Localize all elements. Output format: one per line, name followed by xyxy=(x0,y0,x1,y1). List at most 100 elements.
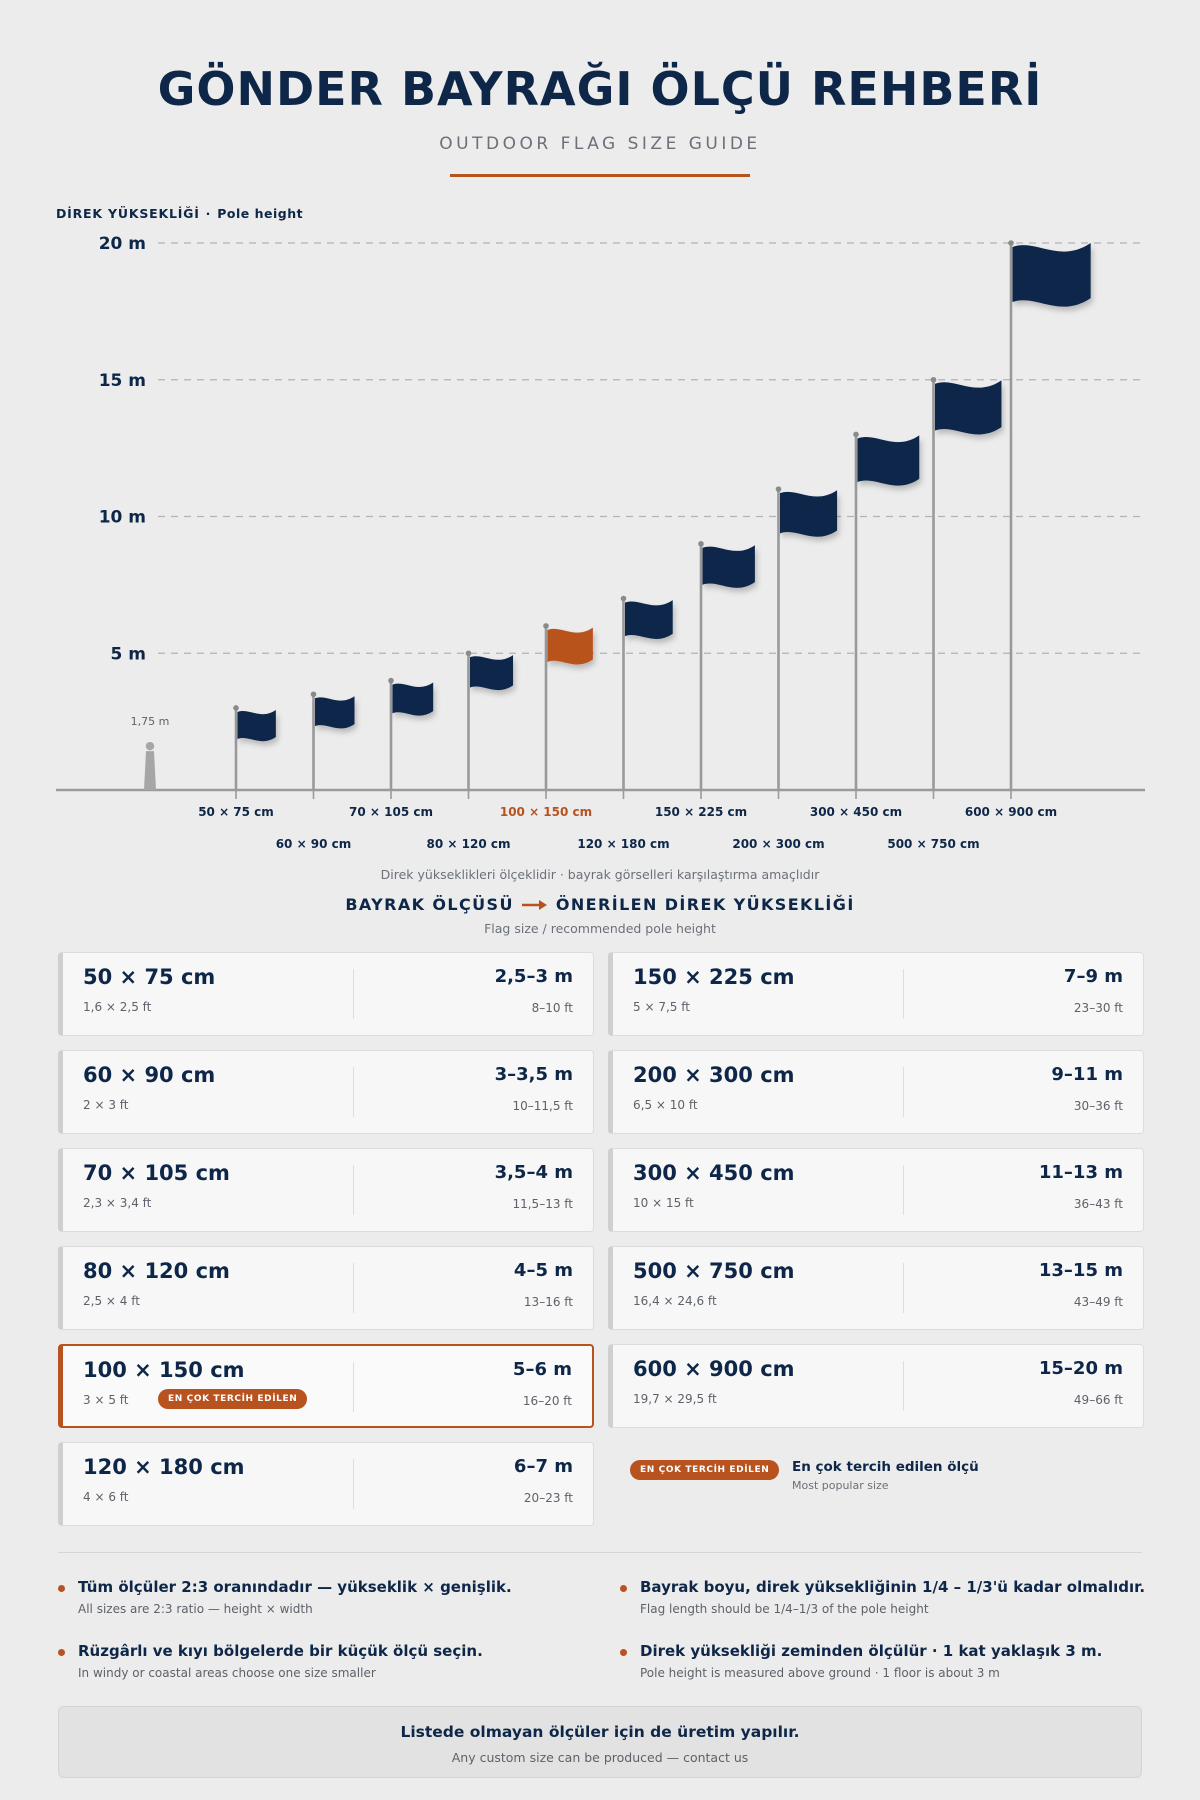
x-tick-label: 150 × 225 cm xyxy=(655,805,747,819)
size-card: 300 × 450 cm 10 × 15 ft 11–13 m 36–43 ft xyxy=(608,1148,1144,1232)
pole-finial xyxy=(620,595,627,602)
flag-size-ft: 2 × 3 ft xyxy=(83,1098,129,1112)
reference-height-label: 1,75 m xyxy=(131,715,170,728)
flag-size: 120 × 180 cm xyxy=(83,1455,245,1479)
flag xyxy=(315,696,355,729)
x-tick-label: 70 × 105 cm xyxy=(349,805,433,819)
note-subtext: Pole height is measured above ground · 1… xyxy=(640,1666,1000,1680)
flag-size-ft: 1,6 × 2,5 ft xyxy=(83,1000,152,1014)
arrow-right-icon xyxy=(521,896,548,915)
note-text: Bayrak boyu, direk yüksekliğinin 1/4 – 1… xyxy=(640,1578,1146,1596)
size-card: 70 × 105 cm 2,3 × 3,4 ft 3,5–4 m 11,5–13 ft xyxy=(58,1148,594,1232)
pole-height-ft: 43–49 ft xyxy=(1073,1295,1123,1309)
pole-height: 3,5–4 m xyxy=(494,1162,573,1183)
legend-text: En çok tercih edilen ölçü xyxy=(792,1459,979,1475)
custom-size-banner: Listede olmayan ölçüler için de üretim y… xyxy=(58,1706,1142,1778)
card-divider xyxy=(353,1459,354,1509)
title-accent-rule xyxy=(450,174,750,177)
y-axis-caption: DİREK YÜKSEKLİĞİ · Pole height xyxy=(56,206,304,221)
card-divider xyxy=(353,1165,354,1215)
size-card: 150 × 225 cm 5 × 7,5 ft 7–9 m 23–30 ft xyxy=(608,952,1144,1036)
x-tick-label: 50 × 75 cm xyxy=(198,805,274,819)
x-tick-label: 500 × 750 cm xyxy=(887,837,979,851)
size-card: 200 × 300 cm 6,5 × 10 ft 9–11 m 30–36 ft xyxy=(608,1050,1144,1134)
y-tick-label: 10 m xyxy=(99,508,146,528)
pole-height-ft: 49–66 ft xyxy=(1073,1393,1123,1407)
pole-finial xyxy=(698,541,704,547)
note-text: Rüzgârlı ve kıyı bölgelerde bir küçük öl… xyxy=(78,1642,483,1660)
flag-size: 500 × 750 cm xyxy=(633,1259,795,1283)
y-tick-label: 15 m xyxy=(99,371,146,391)
flag xyxy=(392,682,434,716)
size-card: 120 × 180 cm 4 × 6 ft 6–7 m 20–23 ft xyxy=(58,1442,594,1526)
pole-height: 3–3,5 m xyxy=(494,1064,573,1085)
flag-size-ft: 2,5 × 4 ft xyxy=(83,1294,140,1308)
card-divider xyxy=(903,1361,904,1411)
note-subtext: All sizes are 2:3 ratio — height × width xyxy=(78,1602,313,1616)
pole-finial xyxy=(1008,240,1014,246)
pole-height: 4–5 m xyxy=(513,1260,573,1281)
flag-size: 50 × 75 cm xyxy=(83,965,216,989)
divider xyxy=(58,1552,1142,1553)
pole-height: 5–6 m xyxy=(512,1359,572,1380)
card-divider xyxy=(903,1263,904,1313)
page-subtitle: OUTDOOR FLAG SIZE GUIDE xyxy=(439,134,761,154)
x-tick-label: 100 × 150 cm xyxy=(500,805,592,819)
bullet-icon xyxy=(620,1649,627,1656)
size-card: 50 × 75 cm 1,6 × 2,5 ft 2,5–3 m 8–10 ft xyxy=(58,952,594,1036)
pole-height: 2,5–3 m xyxy=(494,966,573,987)
card-divider xyxy=(353,1067,354,1117)
flag-size-ft: 19,7 × 29,5 ft xyxy=(633,1392,717,1406)
x-tick-label: 300 × 450 cm xyxy=(810,805,902,819)
flag xyxy=(1012,243,1091,307)
flag xyxy=(625,600,673,639)
pole-height-ft: 8–10 ft xyxy=(531,1001,573,1015)
pole-finial xyxy=(465,650,472,657)
y-axis-label-en: Pole height xyxy=(217,206,304,221)
legend-badge: EN ÇOK TERCİH EDİLEN xyxy=(630,1460,780,1480)
pole-height-ft: 16–20 ft xyxy=(522,1394,572,1408)
card-divider xyxy=(353,1362,354,1412)
note-subtext: In windy or coastal areas choose one siz… xyxy=(78,1666,376,1680)
card-divider xyxy=(353,1263,354,1313)
size-card: 80 × 120 cm 2,5 × 4 ft 4–5 m 13–16 ft xyxy=(58,1246,594,1330)
pole-height-ft: 36–43 ft xyxy=(1073,1197,1123,1211)
flag-size-ft: 2,3 × 3,4 ft xyxy=(83,1196,152,1210)
pole-height: 13–15 m xyxy=(1038,1260,1123,1281)
flag-size-ft: 6,5 × 10 ft xyxy=(633,1098,698,1112)
flag-size: 70 × 105 cm xyxy=(83,1161,230,1185)
card-divider xyxy=(903,969,904,1019)
pole-height-ft: 10–11,5 ft xyxy=(512,1099,573,1113)
x-tick-label: 60 × 90 cm xyxy=(276,837,352,851)
chart-note: Direk yükseklikleri ölçeklidir · bayrak … xyxy=(380,867,820,882)
bullet-icon xyxy=(58,1585,65,1592)
flag-size-ft: 3 × 5 ft xyxy=(83,1393,129,1407)
pole-finial xyxy=(233,705,239,711)
flag-size: 300 × 450 cm xyxy=(633,1161,795,1185)
pole-finial xyxy=(853,431,859,438)
pole-height-ft: 11,5–13 ft xyxy=(512,1197,573,1211)
section-heading: BAYRAK ÖLÇÜSÜ ÖNERİLEN DİREK YÜKSEKLİĞİ xyxy=(0,895,1200,915)
bullet-icon xyxy=(620,1585,627,1592)
pole-height-chart: 5 m 10 m 15 m 20 m 1,75 m 50 × 75 cm 60 × 90 c… xyxy=(56,234,1145,851)
pole-height: 7–9 m xyxy=(1063,966,1123,987)
card-divider xyxy=(903,1067,904,1117)
flag xyxy=(237,710,276,742)
flag-size-ft: 10 × 15 ft xyxy=(633,1196,694,1210)
x-tick-label: 200 × 300 cm xyxy=(732,837,824,851)
pole-height: 6–7 m xyxy=(513,1456,573,1477)
page-title: GÖNDER BAYRAĞI ÖLÇÜ REHBERİ xyxy=(157,62,1043,116)
flag-size: 200 × 300 cm xyxy=(633,1063,795,1087)
pole-height-ft: 30–36 ft xyxy=(1073,1099,1123,1113)
flag-size: 150 × 225 cm xyxy=(633,965,795,989)
note-subtext: Flag length should be 1/4–1/3 of the pol… xyxy=(640,1602,929,1616)
section-subheading: Flag size / recommended pole height xyxy=(484,921,716,936)
pole-height: 11–13 m xyxy=(1038,1162,1123,1183)
x-tick-label: 120 × 180 cm xyxy=(577,837,669,851)
y-tick-label: 5 m xyxy=(111,644,146,664)
pole-height-ft: 20–23 ft xyxy=(523,1491,573,1505)
pole-height: 15–20 m xyxy=(1038,1358,1123,1379)
flag-size-ft: 5 × 7,5 ft xyxy=(633,1000,690,1014)
x-tick-label: 600 × 900 cm xyxy=(965,805,1057,819)
pole-finial xyxy=(388,677,394,684)
